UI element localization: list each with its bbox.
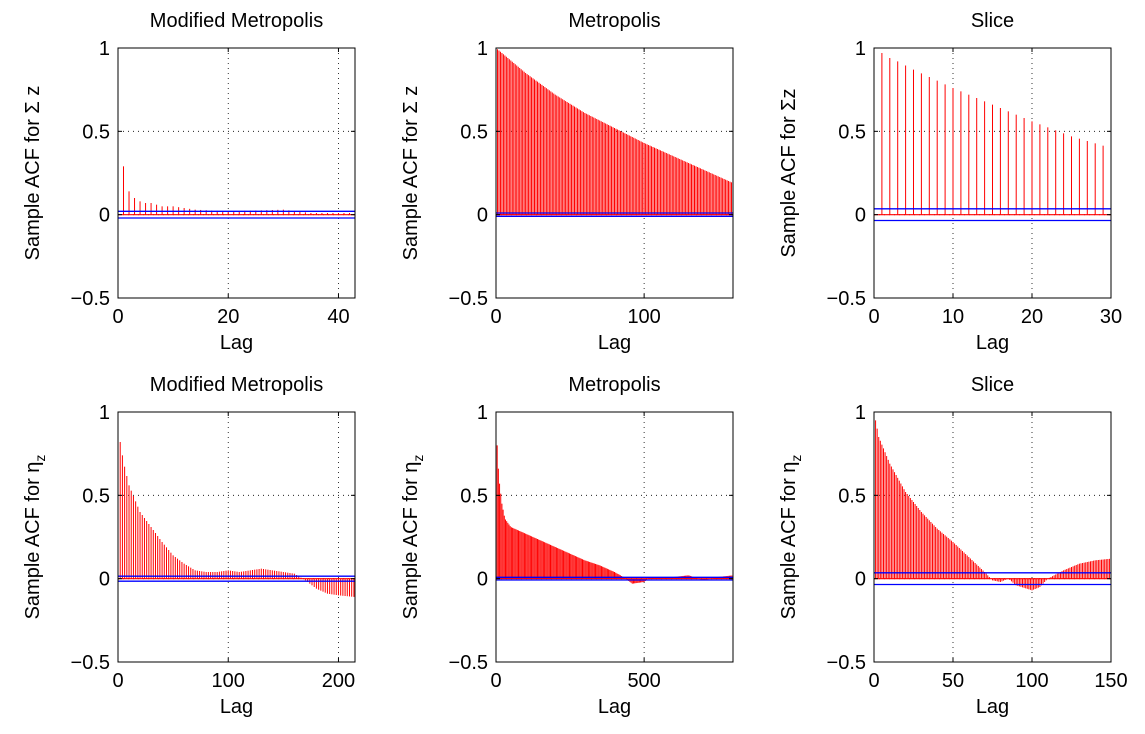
chart-3-y-axis-label: Sample ACF for Σz (778, 88, 800, 257)
chart-1-x-axis-label: Lag (220, 332, 253, 354)
chart-1-x-tick-label: 0 (112, 306, 123, 328)
chart-6-x-tick-label: 50 (942, 670, 964, 692)
chart-3-x-tick-label: 30 (1100, 306, 1122, 328)
chart-4-title: Modified Metropolis (150, 374, 323, 396)
chart-1-y-tick-label: 0 (99, 205, 110, 227)
chart-4-acf-stems (117, 412, 355, 597)
chart-2-x-tick-label: 0 (490, 306, 501, 328)
chart-6-x-tick-label: 0 (868, 670, 879, 692)
chart-6-y-axis-label: Sample ACF for ηz (778, 455, 804, 620)
chart-5-acf-stems (495, 412, 734, 584)
chart-4-x-axis-label: Lag (220, 696, 253, 718)
chart-2-axes-box (495, 47, 734, 299)
chart-4-x-tick-label: 0 (112, 670, 123, 692)
chart-6-plot-area (874, 412, 1111, 662)
chart-2-x-axis-label: Lag (598, 332, 631, 354)
chart-5-x-tick-label: 500 (627, 670, 660, 692)
chart-1-y-tick-label: 1 (99, 38, 110, 60)
chart-6-acf-stems (873, 412, 1112, 591)
chart-1-x-tick-label: 40 (327, 306, 349, 328)
chart-1-title: Modified Metropolis (150, 10, 323, 32)
chart-3-x-tick-label: 0 (868, 306, 879, 328)
chart-1-x-tick-label: 20 (217, 306, 239, 328)
chart-2-y-tick-label: 0.5 (460, 121, 488, 143)
chart-4-y-axis-label: Sample ACF for ηz (22, 455, 48, 620)
chart-6-x-tick-label: 150 (1094, 670, 1127, 692)
chart-5-y-tick-label: 0.5 (460, 485, 488, 507)
chart-2-acf-stems (495, 48, 734, 215)
chart-1-acf-stems (117, 48, 356, 215)
chart-5-y-tick-label: 0 (477, 569, 488, 591)
chart-1-plot-area (118, 48, 355, 298)
chart-6-title: Slice (971, 374, 1014, 396)
chart-2-x-tick-label: 100 (627, 306, 660, 328)
chart-5-y-tick-label: −0.5 (449, 652, 488, 674)
chart-2-y-tick-label: −0.5 (449, 288, 488, 310)
chart-1-y-tick-label: 0.5 (82, 121, 110, 143)
chart-3-x-axis-label: Lag (976, 332, 1009, 354)
chart-5-plot-area (496, 412, 733, 662)
chart-5-x-axis-label: Lag (598, 696, 631, 718)
chart-1-y-axis-label: Sample ACF for Σ z (22, 86, 44, 261)
chart-3-title: Slice (971, 10, 1014, 32)
chart-6-y-tick-label: 1 (855, 402, 866, 424)
chart-2-y-axis-label: Sample ACF for Σ z (400, 86, 422, 261)
chart-1-axes-box (117, 47, 356, 299)
chart-3-y-tick-label: −0.5 (827, 288, 866, 310)
chart-5-y-axis-label-subscript: z (410, 455, 426, 462)
chart-5-axes-box (495, 411, 734, 663)
chart-4-y-tick-label: −0.5 (71, 652, 110, 674)
chart-5-x-tick-label: 0 (490, 670, 501, 692)
chart-4-x-tick-label: 200 (322, 670, 355, 692)
chart-3-x-tick-label: 10 (942, 306, 964, 328)
chart-2-y-tick-label: 1 (477, 38, 488, 60)
chart-3-y-tick-label: 0.5 (838, 121, 866, 143)
chart-2-title: Metropolis (568, 10, 660, 32)
chart-3-y-tick-label: 1 (855, 38, 866, 60)
chart-3-x-tick-label: 20 (1021, 306, 1043, 328)
chart-6-y-tick-label: 0 (855, 569, 866, 591)
chart-4-axes-box (117, 411, 356, 663)
chart-3-axes-box (873, 47, 1112, 299)
chart-6-y-axis-label-subscript: z (788, 455, 804, 462)
chart-6-y-tick-label: 0.5 (838, 485, 866, 507)
chart-6-x-tick-label: 100 (1015, 670, 1048, 692)
chart-6-axes-box (873, 411, 1112, 663)
chart-5-y-axis-label: Sample ACF for ηz (400, 455, 426, 620)
chart-4-x-tick-label: 100 (212, 670, 245, 692)
chart-6-x-axis-label: Lag (976, 696, 1009, 718)
chart-1-y-tick-label: −0.5 (71, 288, 110, 310)
chart-4-y-tick-label: 1 (99, 402, 110, 424)
chart-5-y-tick-label: 1 (477, 402, 488, 424)
chart-4-y-tick-label: 0.5 (82, 485, 110, 507)
chart-3-y-tick-label: 0 (855, 205, 866, 227)
chart-5-title: Metropolis (568, 374, 660, 396)
chart-4-y-axis-label-subscript: z (32, 455, 48, 462)
chart-2-y-tick-label: 0 (477, 205, 488, 227)
chart-4-y-tick-label: 0 (99, 569, 110, 591)
chart-6-y-tick-label: −0.5 (827, 652, 866, 674)
